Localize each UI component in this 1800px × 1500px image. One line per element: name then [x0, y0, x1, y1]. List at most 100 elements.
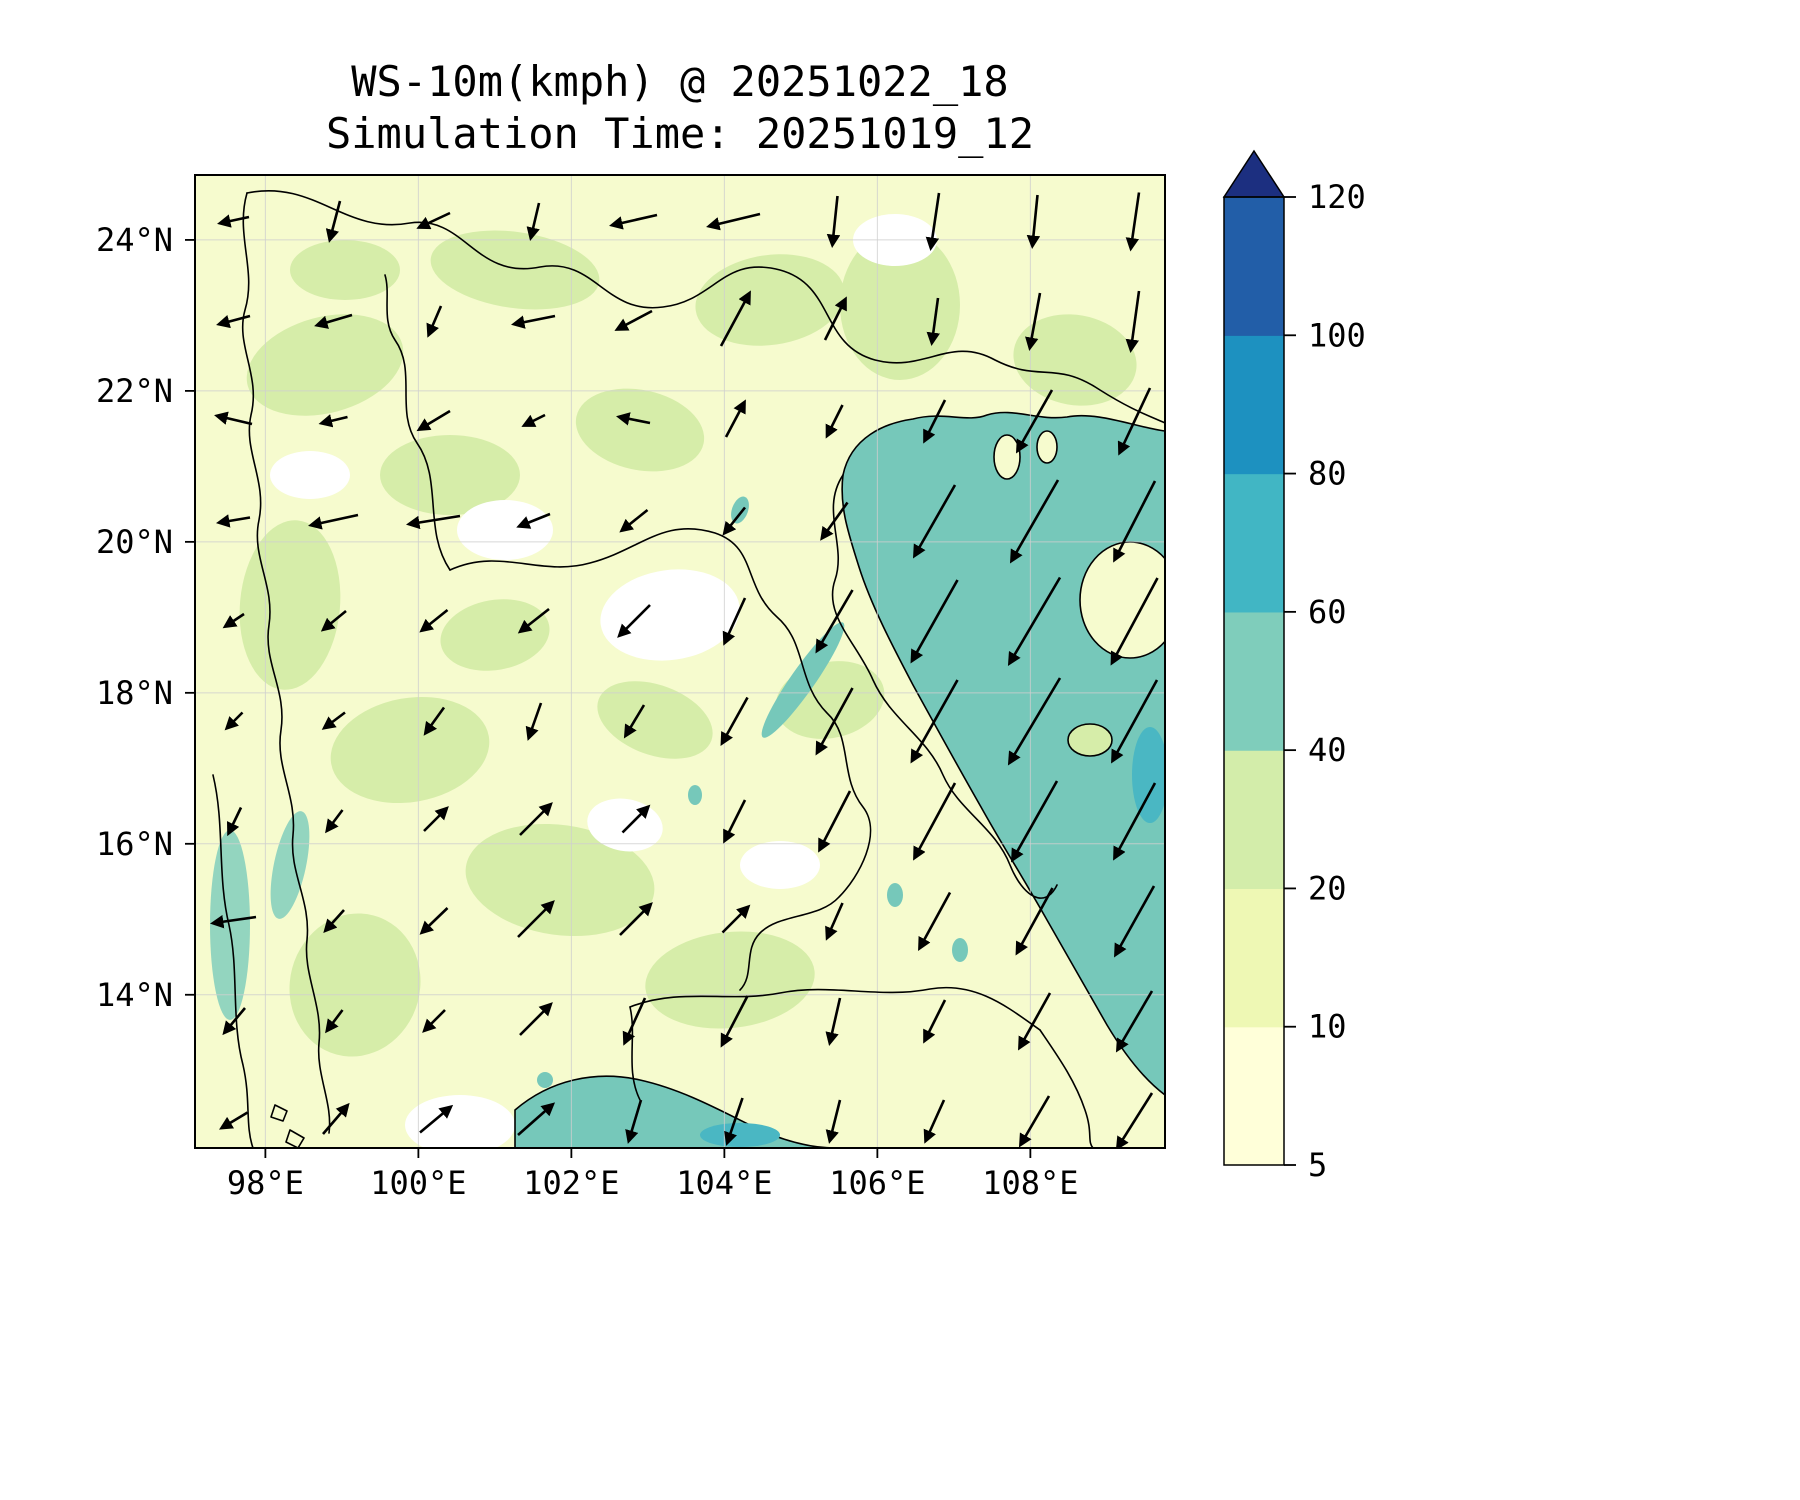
wind-vector-arrow — [719, 290, 751, 347]
colorbar-tick-label: 60 — [1308, 593, 1347, 631]
lake — [887, 883, 903, 907]
colorbar-segment — [1224, 888, 1284, 1028]
wind-vector-arrow — [818, 790, 852, 853]
wind-vector-arrow — [923, 399, 947, 444]
contour-white-patch — [740, 841, 820, 889]
wind-vector-arrow — [825, 997, 842, 1046]
wind-vector-arrow — [1115, 1092, 1154, 1148]
wind-vector-arrow — [416, 211, 451, 230]
wind-vector-arrow — [723, 799, 747, 844]
colorbar-tick-label: 10 — [1308, 1008, 1347, 1046]
wind-vector-arrow — [323, 909, 345, 934]
chart-title-block: WS-10m(kmph) @ 20251022_18 Simulation Ti… — [195, 56, 1165, 160]
wind-vector-arrow — [825, 902, 844, 941]
colorbar-outline — [1223, 196, 1285, 1166]
wind-vector-arrow — [621, 804, 651, 834]
wind-vector-arrow — [1009, 479, 1060, 564]
border-mekong — [449, 528, 872, 991]
wind-vector-arrow — [419, 907, 449, 935]
colorbar-segment — [1224, 1026, 1284, 1166]
wind-vector-arrow — [215, 514, 251, 528]
wind-vector-arrow — [910, 579, 959, 664]
colorbar-segment — [1224, 611, 1284, 751]
wind-vector-arrow — [1007, 576, 1062, 666]
y-axis-tick-label: 14°N — [96, 976, 173, 1014]
chart-title: WS-10m(kmph) @ 20251022_18 — [351, 57, 1009, 106]
wind-vector-arrow — [217, 214, 250, 228]
contour-white-patch — [600, 569, 740, 661]
lake — [952, 938, 968, 962]
wind-vector-arrow — [609, 213, 658, 230]
small-island — [285, 1129, 305, 1148]
small-island — [270, 1104, 288, 1122]
x-axis-tick-label: 98°E — [227, 1164, 304, 1202]
border-vietnam-south — [1039, 1029, 1094, 1148]
wind-vector-arrow — [619, 508, 649, 533]
wind-vector-arrow — [1114, 885, 1156, 958]
wind-vector-arrow — [1026, 194, 1041, 250]
border-laos-northwest — [384, 274, 451, 571]
wind-vector-arrow — [1015, 887, 1054, 956]
wind-vector-arrow — [318, 414, 348, 428]
contour-teal-patch — [210, 830, 250, 1020]
x-axis-tick-label: 106°E — [829, 1164, 925, 1202]
y-axis-tick-label: 22°N — [96, 372, 173, 410]
y-axis-tick-label: 20°N — [96, 523, 173, 561]
colorbar-tick-label: 120 — [1308, 178, 1366, 216]
wind-vector-arrow — [214, 411, 253, 426]
contour-blob — [440, 599, 550, 671]
border-cambodia-west — [629, 1006, 641, 1101]
colorbar-tick-label: 20 — [1308, 869, 1347, 907]
wind-vector-arrow — [815, 589, 854, 654]
wind-vector-arrow — [815, 687, 854, 756]
wind-vector-arrow — [1125, 192, 1141, 252]
wind-vector-arrow — [1018, 1095, 1051, 1148]
island-landmass — [1067, 723, 1113, 757]
coast-west — [212, 774, 254, 1148]
wind-vector-arrow — [722, 597, 747, 646]
wind-vector-arrow — [925, 192, 941, 252]
wind-vector-arrow — [1125, 290, 1141, 354]
wind-vector-arrow — [923, 999, 947, 1044]
coastal-peninsula — [993, 434, 1021, 480]
wind-vector-arrow — [1111, 679, 1159, 764]
wind-vector-arrow — [826, 195, 841, 249]
wind-vector-arrow — [912, 484, 957, 559]
wind-arrows — [209, 192, 1159, 1148]
deep-wind-patch — [1132, 727, 1165, 823]
x-axis-tick-label: 108°E — [982, 1164, 1078, 1202]
wind-vector-arrow — [1025, 292, 1042, 351]
wind-vector-arrow — [222, 1007, 246, 1036]
axes: 98°E 100°E 102°E 104°E 106°E 108°E 24°N 22°N 20°… — [96, 221, 1079, 1202]
wind-vector-arrow — [222, 612, 245, 629]
wind-vector-arrow — [405, 514, 461, 530]
colorbar-segment — [1224, 473, 1284, 613]
plot-frame — [194, 174, 1166, 1149]
wind-vector-arrow — [219, 1111, 249, 1130]
wind-vector-arrow — [1113, 480, 1157, 563]
wind-vector-arrow — [1007, 677, 1062, 766]
lake — [537, 1072, 553, 1088]
wind-vector-arrow — [825, 404, 844, 439]
wind-vector-arrow — [825, 1099, 842, 1144]
colorbar-segment — [1224, 750, 1284, 890]
wind-vector-arrow — [823, 296, 847, 341]
border-laos-vietnam — [831, 474, 1058, 899]
contour-blob — [289, 913, 421, 1057]
gridlines — [195, 175, 1165, 1148]
wind-vector-arrow — [724, 399, 746, 438]
contour-white-patch — [270, 451, 350, 499]
x-axis-tick-label: 104°E — [676, 1164, 772, 1202]
wind-vector-arrow — [419, 608, 449, 633]
y-axis-tick-label: 18°N — [96, 674, 173, 712]
wind-vector-arrow — [623, 704, 646, 739]
wind-vector-arrow — [617, 604, 651, 638]
wind-vector-arrow — [209, 914, 257, 929]
contour-blob — [465, 823, 655, 937]
lake — [688, 785, 702, 805]
wind-vector-arrow — [314, 313, 353, 329]
contour-blob — [239, 520, 341, 690]
wind-vector-arrow — [423, 806, 449, 832]
wind-vector-arrow — [325, 809, 344, 834]
wind-vector-arrow — [517, 607, 550, 634]
